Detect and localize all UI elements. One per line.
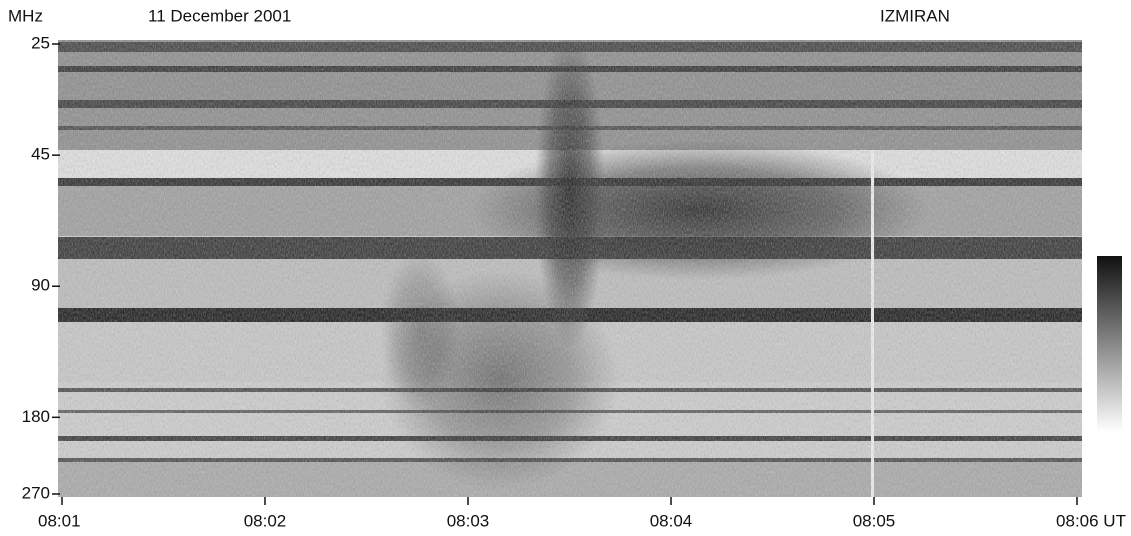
y-tick-label: 270	[22, 483, 50, 502]
y-tick-label: 180	[22, 407, 50, 426]
x-tick-label: 08:05	[853, 511, 896, 530]
x-tick-label: 08:03	[447, 511, 490, 530]
annotation: IZMIRAN	[880, 6, 950, 25]
y-tick-label: 90	[31, 276, 50, 295]
x-tick-label: 08:02	[244, 511, 287, 530]
y-tick-label: 45	[31, 145, 50, 164]
x-tick-label: 08:06 UT	[1056, 511, 1126, 530]
noise	[58, 40, 1082, 497]
y-tick-label: 25	[31, 33, 50, 52]
colorbar	[1097, 256, 1122, 432]
x-tick-label: 08:04	[650, 511, 693, 530]
chart-title: 11 December 2001	[148, 6, 291, 25]
x-tick-label: 08:01	[38, 511, 81, 530]
spectrogram-image	[58, 40, 1082, 497]
y-axis-label: MHz	[8, 6, 43, 25]
